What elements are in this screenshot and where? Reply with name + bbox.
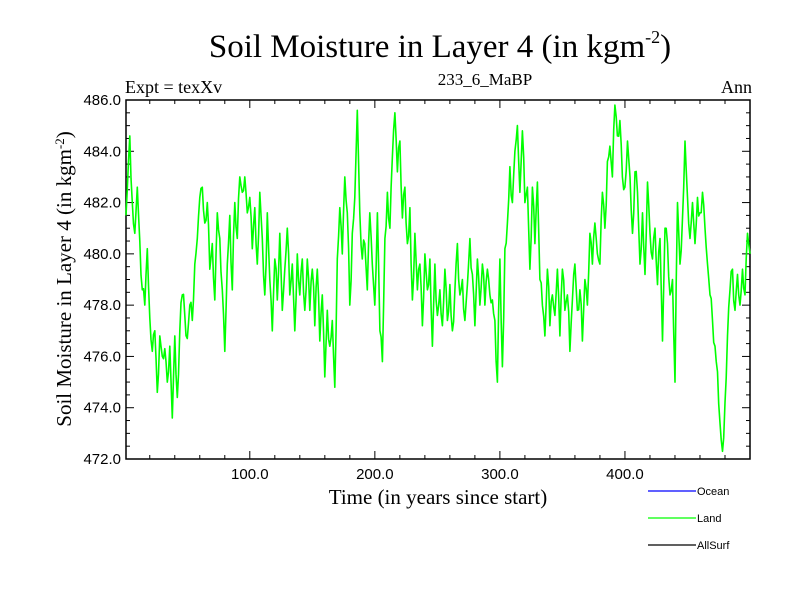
x-tick-label: 300.0 <box>481 466 519 483</box>
legend: Ocean Land AllSurf <box>648 486 730 552</box>
y-tick-label: 478.0 <box>83 297 121 314</box>
y-tick-label: 486.0 <box>83 92 121 109</box>
y-tick-label: 482.0 <box>83 195 121 212</box>
y-tick-label: 472.0 <box>83 451 121 468</box>
y-tick-label: 474.0 <box>83 400 121 417</box>
land-series-line <box>125 104 751 453</box>
x-axis-title: Time (in years since start) <box>329 485 548 509</box>
y-tick-label: 480.0 <box>83 246 121 263</box>
legend-label-land: Land <box>697 513 721 525</box>
x-tick-label: 100.0 <box>231 466 269 483</box>
plot-frame <box>125 99 751 460</box>
y-tick-label: 476.0 <box>83 348 121 365</box>
experiment-label: Expt = texXv <box>125 77 223 97</box>
period-label: Ann <box>721 77 752 97</box>
legend-label-allsurf: AllSurf <box>697 540 730 552</box>
y-tick-label: 484.0 <box>83 143 121 160</box>
x-tick-label: 400.0 <box>606 466 644 483</box>
x-tick-label: 200.0 <box>356 466 394 483</box>
legend-label-ocean: Ocean <box>697 486 729 498</box>
y-axis-title: Soil Moisture in Layer 4 (in kgm-2) <box>52 131 77 426</box>
y-axis: 472.0 474.0 476.0 478.0 480.0 482.0 484.0 486.0 <box>83 92 750 468</box>
chart-title: Soil Moisture in Layer 4 (in kgm-2) <box>208 27 672 65</box>
run-id-label: 233_6_MaBP <box>437 70 533 89</box>
x-axis: 100.0 200.0 300.0 400.0 <box>149 100 726 483</box>
